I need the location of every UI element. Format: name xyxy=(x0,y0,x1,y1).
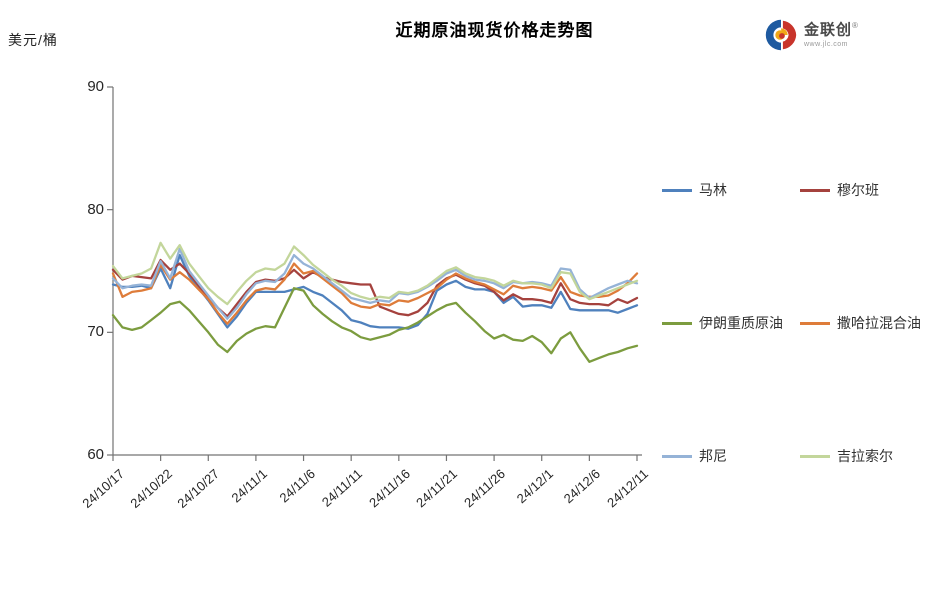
legend-label: 撒哈拉混合油 xyxy=(837,315,921,331)
legend-item: 马林 xyxy=(662,180,800,200)
legend-swatch xyxy=(662,454,692,458)
legend-swatch xyxy=(800,321,830,325)
legend-swatch xyxy=(662,321,692,325)
y-tick-label: 90 xyxy=(87,78,104,95)
legend: 马林 穆尔班伊朗重质原油 撒哈拉混合油邦尼 吉拉索尔 xyxy=(662,180,934,579)
legend-label: 伊朗重质原油 xyxy=(699,315,783,331)
series-line xyxy=(111,258,639,318)
legend-item: 邦尼 xyxy=(662,446,800,466)
legend-item: 吉拉索尔 xyxy=(800,446,934,466)
brand-registered-mark: ® xyxy=(852,21,858,31)
legend-item: 穆尔班 xyxy=(800,180,934,200)
chart-title: 近期原油现货价格走势图 xyxy=(395,21,594,40)
legend-label: 穆尔班 xyxy=(837,182,879,198)
brand-logo-text: 金联创® www.jlc.com xyxy=(804,21,858,48)
legend-label: 吉拉索尔 xyxy=(837,448,893,464)
legend-item: 撒哈拉混合油 xyxy=(800,313,934,333)
legend-swatch xyxy=(662,188,692,192)
brand-name: 金联创 xyxy=(804,21,853,39)
legend-swatch xyxy=(800,454,830,458)
series-line xyxy=(111,241,639,306)
y-axis-unit-label: 美元/桶 xyxy=(8,32,58,48)
brand-logo-icon xyxy=(765,19,797,51)
series-line xyxy=(111,287,639,363)
legend-item: 伊朗重质原油 xyxy=(662,313,800,333)
series-line xyxy=(111,247,639,320)
y-tick-label: 80 xyxy=(87,200,104,218)
series-lines xyxy=(111,241,639,363)
y-tick-label: 60 xyxy=(87,446,104,463)
series-line xyxy=(111,262,639,325)
brand-logo: 金联创® www.jlc.com xyxy=(762,16,858,54)
legend-label: 马林 xyxy=(699,182,727,198)
y-tick-label: 70 xyxy=(87,323,104,341)
legend-swatch xyxy=(800,188,830,192)
legend-label: 邦尼 xyxy=(699,448,727,464)
brand-site: www.jlc.com xyxy=(804,40,849,48)
